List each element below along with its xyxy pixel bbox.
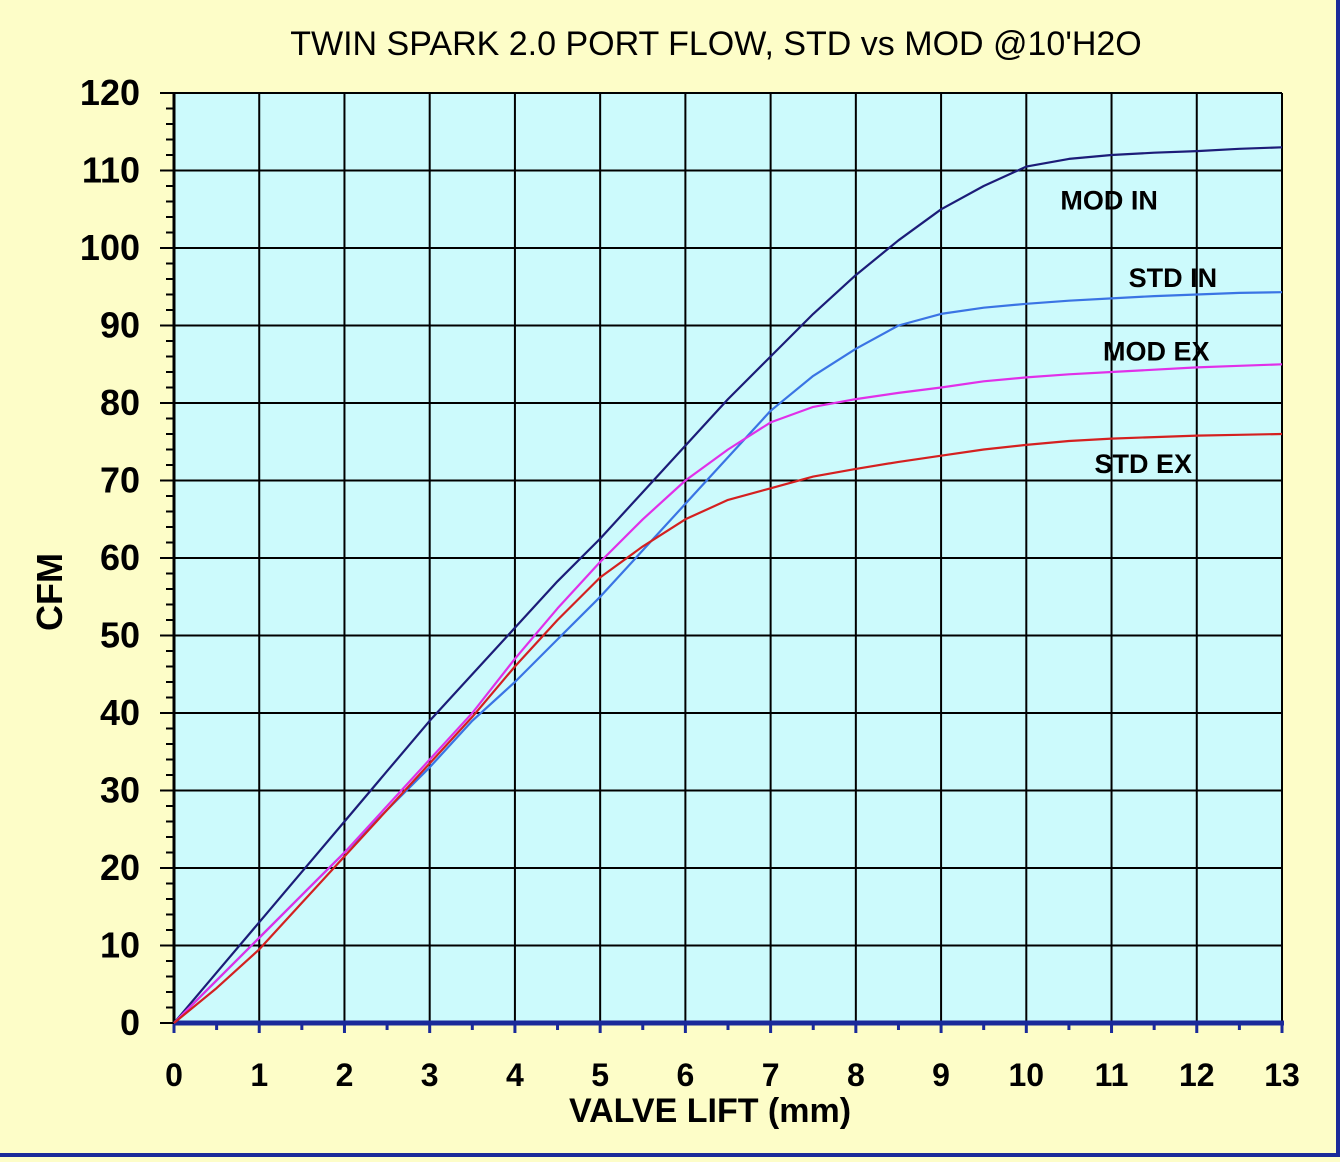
y-tick-label: 120 — [80, 72, 140, 113]
x-tick-label: 12 — [1179, 1057, 1215, 1093]
x-tick-label: 9 — [932, 1057, 950, 1093]
series-labels: MOD IN STD IN MOD EX STD EX — [1060, 185, 1217, 479]
x-tick-label: 13 — [1264, 1057, 1300, 1093]
x-tick-label: 5 — [591, 1057, 609, 1093]
y-tick-label: 20 — [100, 847, 140, 888]
x-tick-label: 8 — [847, 1057, 865, 1093]
x-axis-label: VALVE LIFT (mm) — [569, 1092, 851, 1130]
series-label-std-in: STD IN — [1129, 263, 1218, 293]
y-tick-label: 80 — [100, 382, 140, 423]
series-line-std-in — [173, 291, 1283, 1024]
y-tick-label: 0 — [120, 1002, 140, 1043]
y-tick-label: 10 — [100, 925, 140, 966]
x-tick-label: 4 — [506, 1057, 524, 1093]
x-tick-label: 3 — [421, 1057, 439, 1093]
series-label-mod-ex: MOD EX — [1103, 336, 1210, 366]
x-tick-label: 1 — [250, 1057, 268, 1093]
x-tick-label: 2 — [336, 1057, 354, 1093]
y-tick-label: 100 — [80, 227, 140, 268]
chart-title: TWIN SPARK 2.0 PORT FLOW, STD vs MOD @10… — [290, 25, 1142, 63]
y-tick-label: 30 — [100, 770, 140, 811]
y-tick-label: 50 — [100, 615, 140, 656]
gridlines — [174, 92, 1283, 1023]
axis-ticks — [160, 92, 1284, 1033]
y-tick-label: 40 — [100, 692, 140, 733]
x-tick-label: 10 — [1009, 1057, 1045, 1093]
y-tick-label: 70 — [100, 460, 140, 501]
tick-labels: 0 1 2 3 4 5 6 7 8 9 10 11 12 130102030405060708090100… — [80, 72, 1300, 1093]
series-line-mod-ex — [173, 363, 1283, 1024]
x-tick-label: 11 — [1095, 1057, 1129, 1093]
x-tick-label: 0 — [165, 1057, 183, 1093]
y-axis-label: CFM — [29, 553, 70, 631]
y-tick-label: 60 — [100, 537, 140, 578]
series-label-std-ex: STD EX — [1094, 449, 1192, 479]
series-label-mod-in: MOD IN — [1060, 185, 1158, 215]
series-line-std-ex — [173, 432, 1283, 1024]
x-tick-label: 7 — [762, 1057, 780, 1093]
y-tick-label: 110 — [82, 150, 140, 191]
series-line-mod-in — [173, 146, 1283, 1024]
x-tick-label: 6 — [676, 1057, 694, 1093]
y-tick-label: 90 — [100, 305, 140, 346]
series-lines — [173, 146, 1283, 1024]
